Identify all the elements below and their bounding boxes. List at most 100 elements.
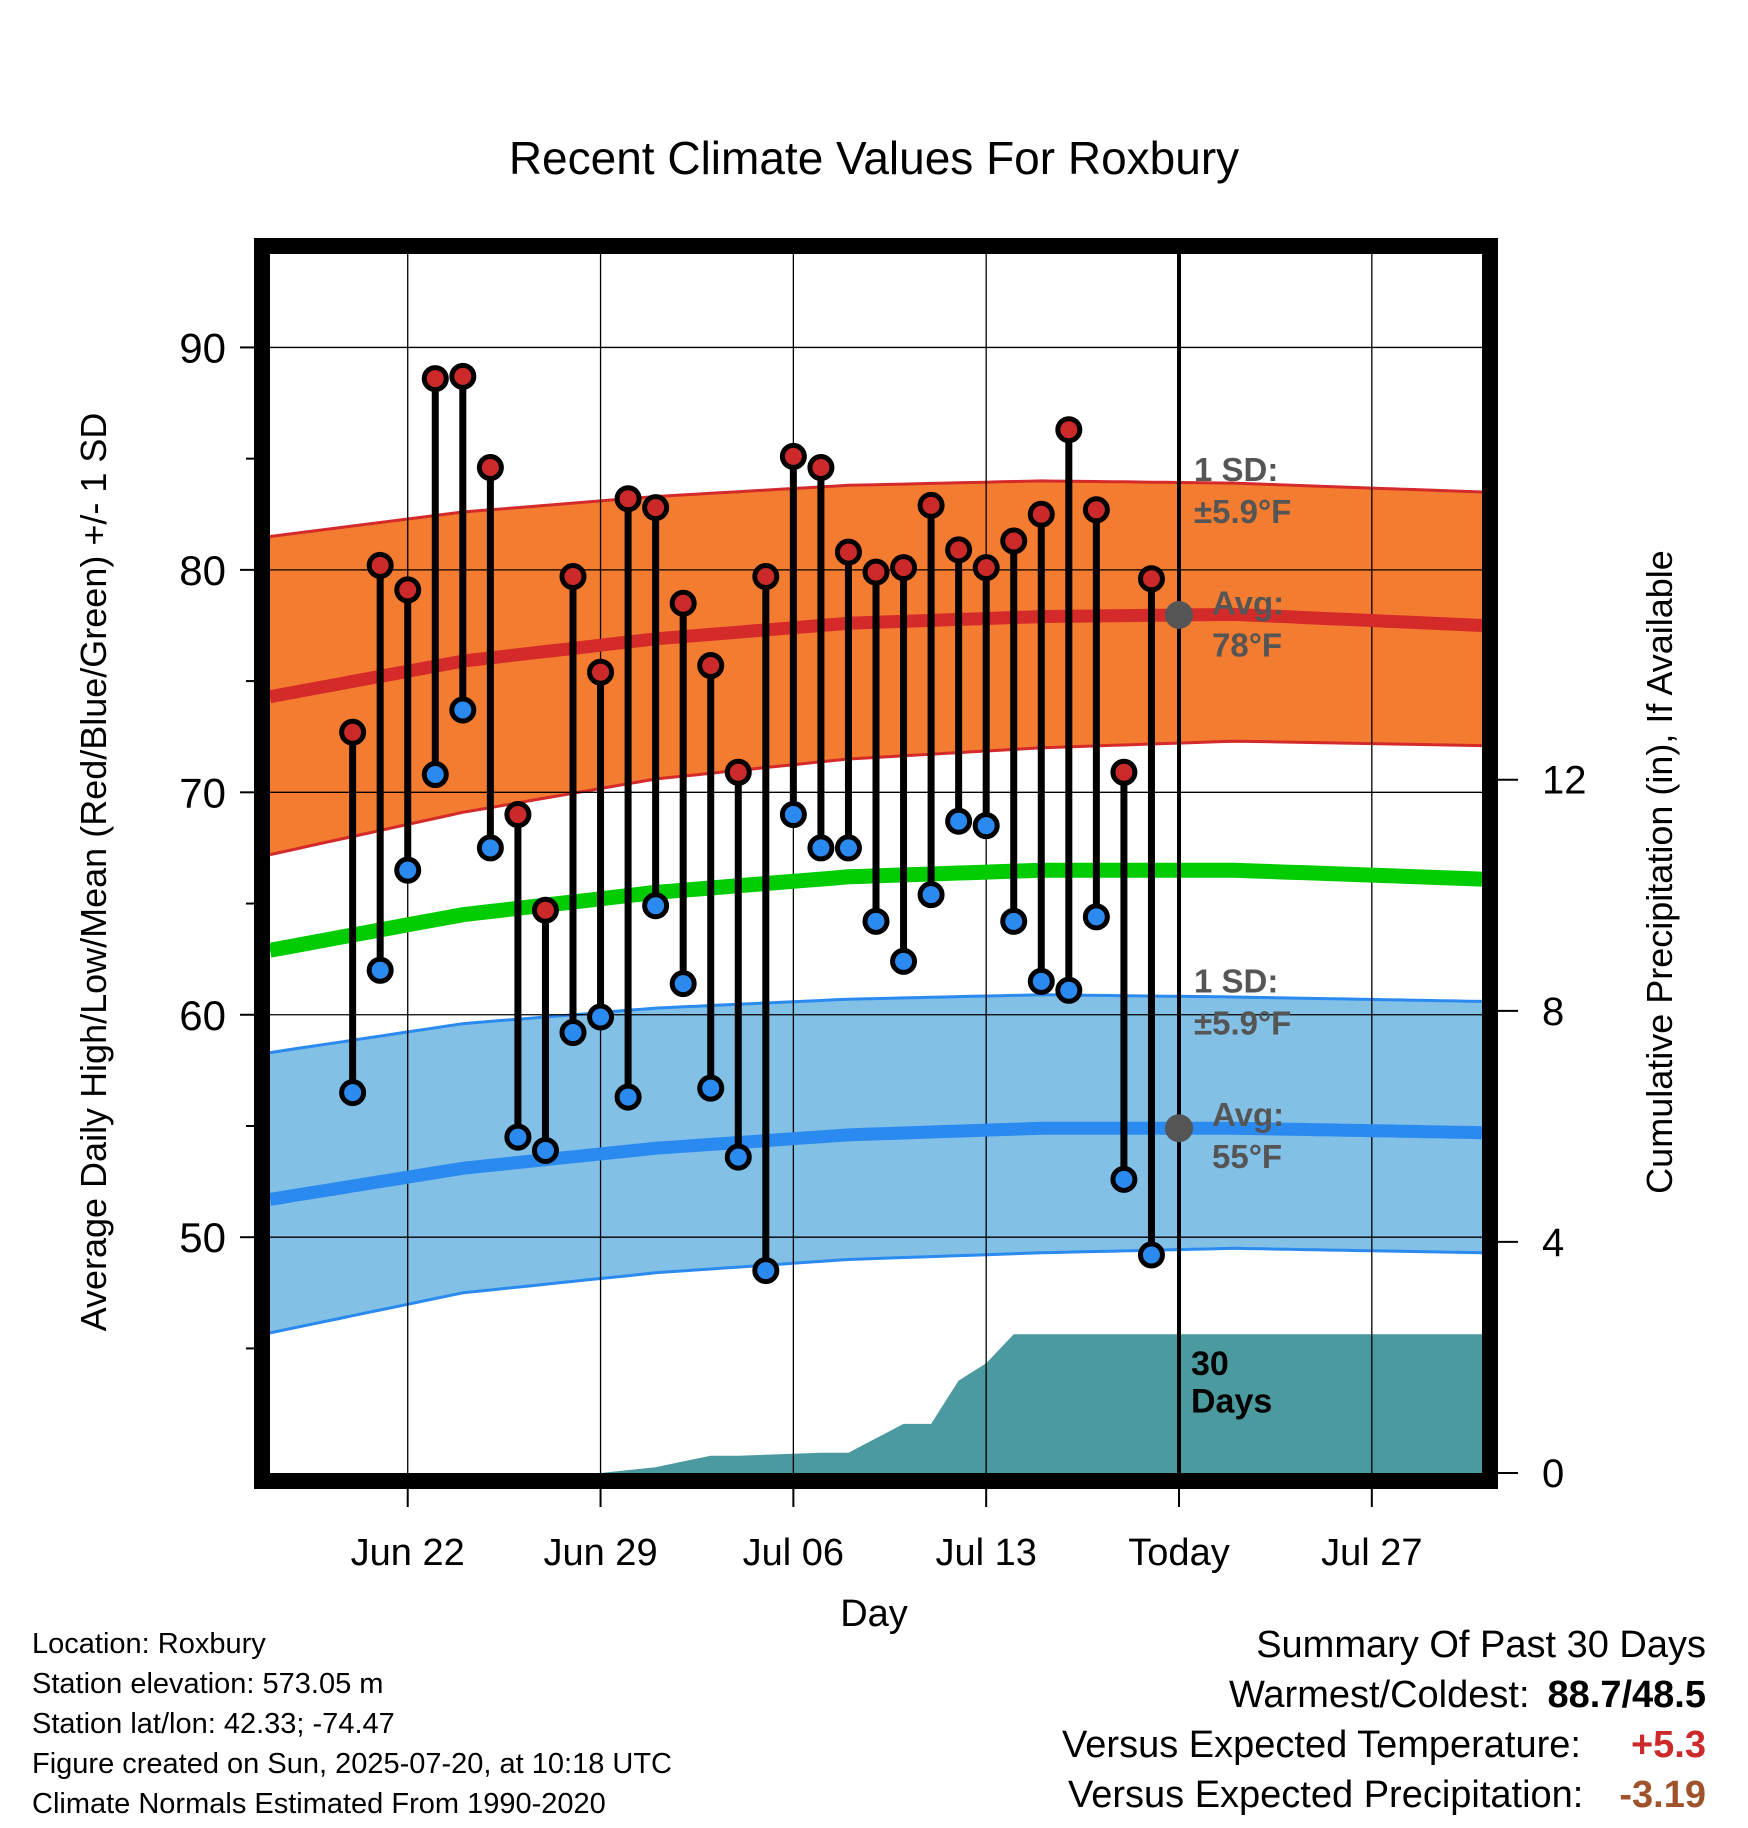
high-point (862, 558, 890, 586)
high-point (972, 554, 1000, 582)
low-point (862, 907, 890, 935)
high-point (1027, 500, 1055, 528)
high-point (724, 758, 752, 786)
high-point (366, 551, 394, 579)
high-point (614, 485, 642, 513)
low-point (531, 1136, 559, 1164)
annotation-label: 1 SD: (1194, 451, 1278, 488)
high-point (890, 554, 918, 582)
annotation-value: ±5.9°F (1194, 493, 1291, 530)
high-point (504, 801, 532, 829)
summary-precip-label: Versus Expected Precipitation: (1067, 1774, 1584, 1816)
low-point (945, 807, 973, 835)
y-tick-label: 80 (179, 547, 226, 594)
low-point (587, 1003, 615, 1031)
high-point (779, 442, 807, 470)
chart-title: Recent Climate Values For Roxbury (509, 132, 1239, 184)
low-point (697, 1074, 725, 1102)
y-tick-label: 90 (179, 324, 226, 371)
high-sd-upper-line (270, 479, 1482, 538)
low-point (834, 834, 862, 862)
low-point (421, 761, 449, 789)
low-point (779, 801, 807, 829)
high-point (559, 563, 587, 591)
low-point (1055, 976, 1083, 1004)
low-point (1027, 967, 1055, 995)
low-point (890, 947, 918, 975)
high-point (449, 362, 477, 390)
x-tick-label: Jun 29 (543, 1532, 657, 1574)
x-tick-label: Today (1128, 1532, 1229, 1574)
x-tick-label: Jul 06 (743, 1532, 844, 1574)
today-high-avg-marker (1165, 600, 1193, 629)
low-point (504, 1123, 532, 1151)
low-point (366, 956, 394, 984)
high-point (531, 896, 559, 924)
info-elevation: Station elevation: 573.05 m (32, 1668, 384, 1700)
x-tick-label: Jul 13 (935, 1532, 1036, 1574)
low-point (724, 1143, 752, 1171)
summary-temp: Versus Expected Temperature: +5.3 (1062, 1724, 1706, 1767)
annotation-value: 55°F (1212, 1138, 1282, 1175)
high-point (339, 718, 367, 746)
low-point (669, 970, 697, 998)
high-point (476, 454, 504, 482)
annotation-label: 1 SD: (1194, 963, 1278, 1000)
x-axis-label: Day (840, 1593, 908, 1635)
high-point (587, 658, 615, 686)
low-sd-upper-line (270, 993, 1482, 1055)
plot-area: 1 SD: ±5.9°F Avg: 78°F 1 SD: ±5.9°F Avg: 55°F 30… (179, 238, 1587, 1574)
y2-tick-label: 8 (1542, 990, 1564, 1034)
y-tick-label: 50 (179, 1214, 226, 1261)
low-point (807, 834, 835, 862)
y-tick-label: 60 (179, 992, 226, 1039)
annotation-label: Avg: (1212, 1096, 1284, 1133)
info-created: Figure created on Sun, 2025-07-20, at 10… (32, 1748, 672, 1780)
high-point (669, 589, 697, 617)
low-point (449, 696, 477, 724)
annotation-label: Avg: (1212, 584, 1284, 621)
plot-frame (254, 238, 1498, 1489)
x-tick-label: Jun 22 (351, 1532, 465, 1574)
high-point (834, 538, 862, 566)
high-point (1110, 758, 1138, 786)
low-point (1000, 907, 1028, 935)
y2-axis-label: Cumulative Precipitation (in), If Availa… (1639, 550, 1680, 1194)
today-label-days: Days (1191, 1382, 1272, 1420)
low-point (1110, 1165, 1138, 1193)
summary-heading-text: Summary Of Past 30 Days (1256, 1624, 1706, 1666)
y2-tick-label: 0 (1542, 1452, 1564, 1496)
y-tick-label: 70 (179, 769, 226, 816)
y2-tick-label: 4 (1542, 1221, 1564, 1265)
summary-heading: Summary Of Past 30 Days (1256, 1624, 1706, 1667)
low-point (1082, 903, 1110, 931)
high-point (945, 536, 973, 564)
high-point (752, 563, 780, 591)
summary-temp-value: +5.3 (1630, 1724, 1706, 1766)
low-point (614, 1083, 642, 1111)
normal-low-line (270, 1121, 1482, 1206)
low-point (642, 892, 670, 920)
y2-tick-label: 12 (1542, 759, 1587, 803)
low-point (752, 1257, 780, 1285)
summary-precip-value: -3.19 (1619, 1774, 1706, 1816)
high-point (642, 494, 670, 522)
high-point (421, 365, 449, 393)
low-sd-lower-line (270, 1246, 1482, 1335)
summary-warmest: Warmest/Coldest: 88.7/48.5 (1229, 1674, 1706, 1717)
info-location: Location: Roxbury (32, 1628, 266, 1660)
summary-warmest-value: 88.7/48.5 (1547, 1674, 1706, 1716)
low-point (972, 812, 1000, 840)
summary-precip: Versus Expected Precipitation: -3.19 (1068, 1774, 1706, 1817)
today-label-number: 30 (1191, 1345, 1229, 1383)
annotation-value: ±5.9°F (1194, 1005, 1291, 1042)
low-point (559, 1019, 587, 1047)
annotation-value: 78°F (1212, 626, 1282, 663)
high-point (1137, 565, 1165, 593)
high-point (697, 652, 725, 680)
high-point (1000, 527, 1028, 555)
high-point (1082, 496, 1110, 524)
plot-content: 1 SD: ±5.9°F Avg: 78°F 1 SD: ±5.9°F Avg: 55°F 30… (270, 254, 1482, 1473)
high-point (1055, 416, 1083, 444)
